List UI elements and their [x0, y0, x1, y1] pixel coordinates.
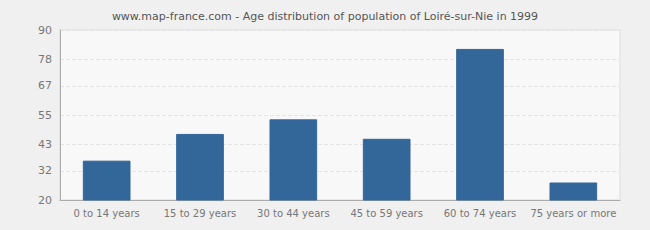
svg-text:78: 78 — [38, 53, 52, 66]
svg-text:55: 55 — [38, 109, 52, 122]
svg-text:67: 67 — [38, 79, 52, 92]
svg-text:75 years or more: 75 years or more — [530, 208, 616, 219]
svg-text:45 to 59 years: 45 to 59 years — [350, 208, 423, 219]
svg-text:60 to 74 years: 60 to 74 years — [444, 208, 517, 219]
svg-text:30 to 44 years: 30 to 44 years — [257, 208, 330, 219]
svg-text:0 to 14 years: 0 to 14 years — [74, 208, 140, 219]
svg-text:32: 32 — [38, 164, 52, 177]
svg-text:15 to 29 years: 15 to 29 years — [164, 208, 237, 219]
svg-text:90: 90 — [38, 24, 52, 37]
svg-text:43: 43 — [38, 138, 52, 151]
svg-text:www.map-france.com - Age distr: www.map-france.com - Age distribution of… — [112, 10, 538, 23]
svg-text:20: 20 — [38, 194, 52, 207]
